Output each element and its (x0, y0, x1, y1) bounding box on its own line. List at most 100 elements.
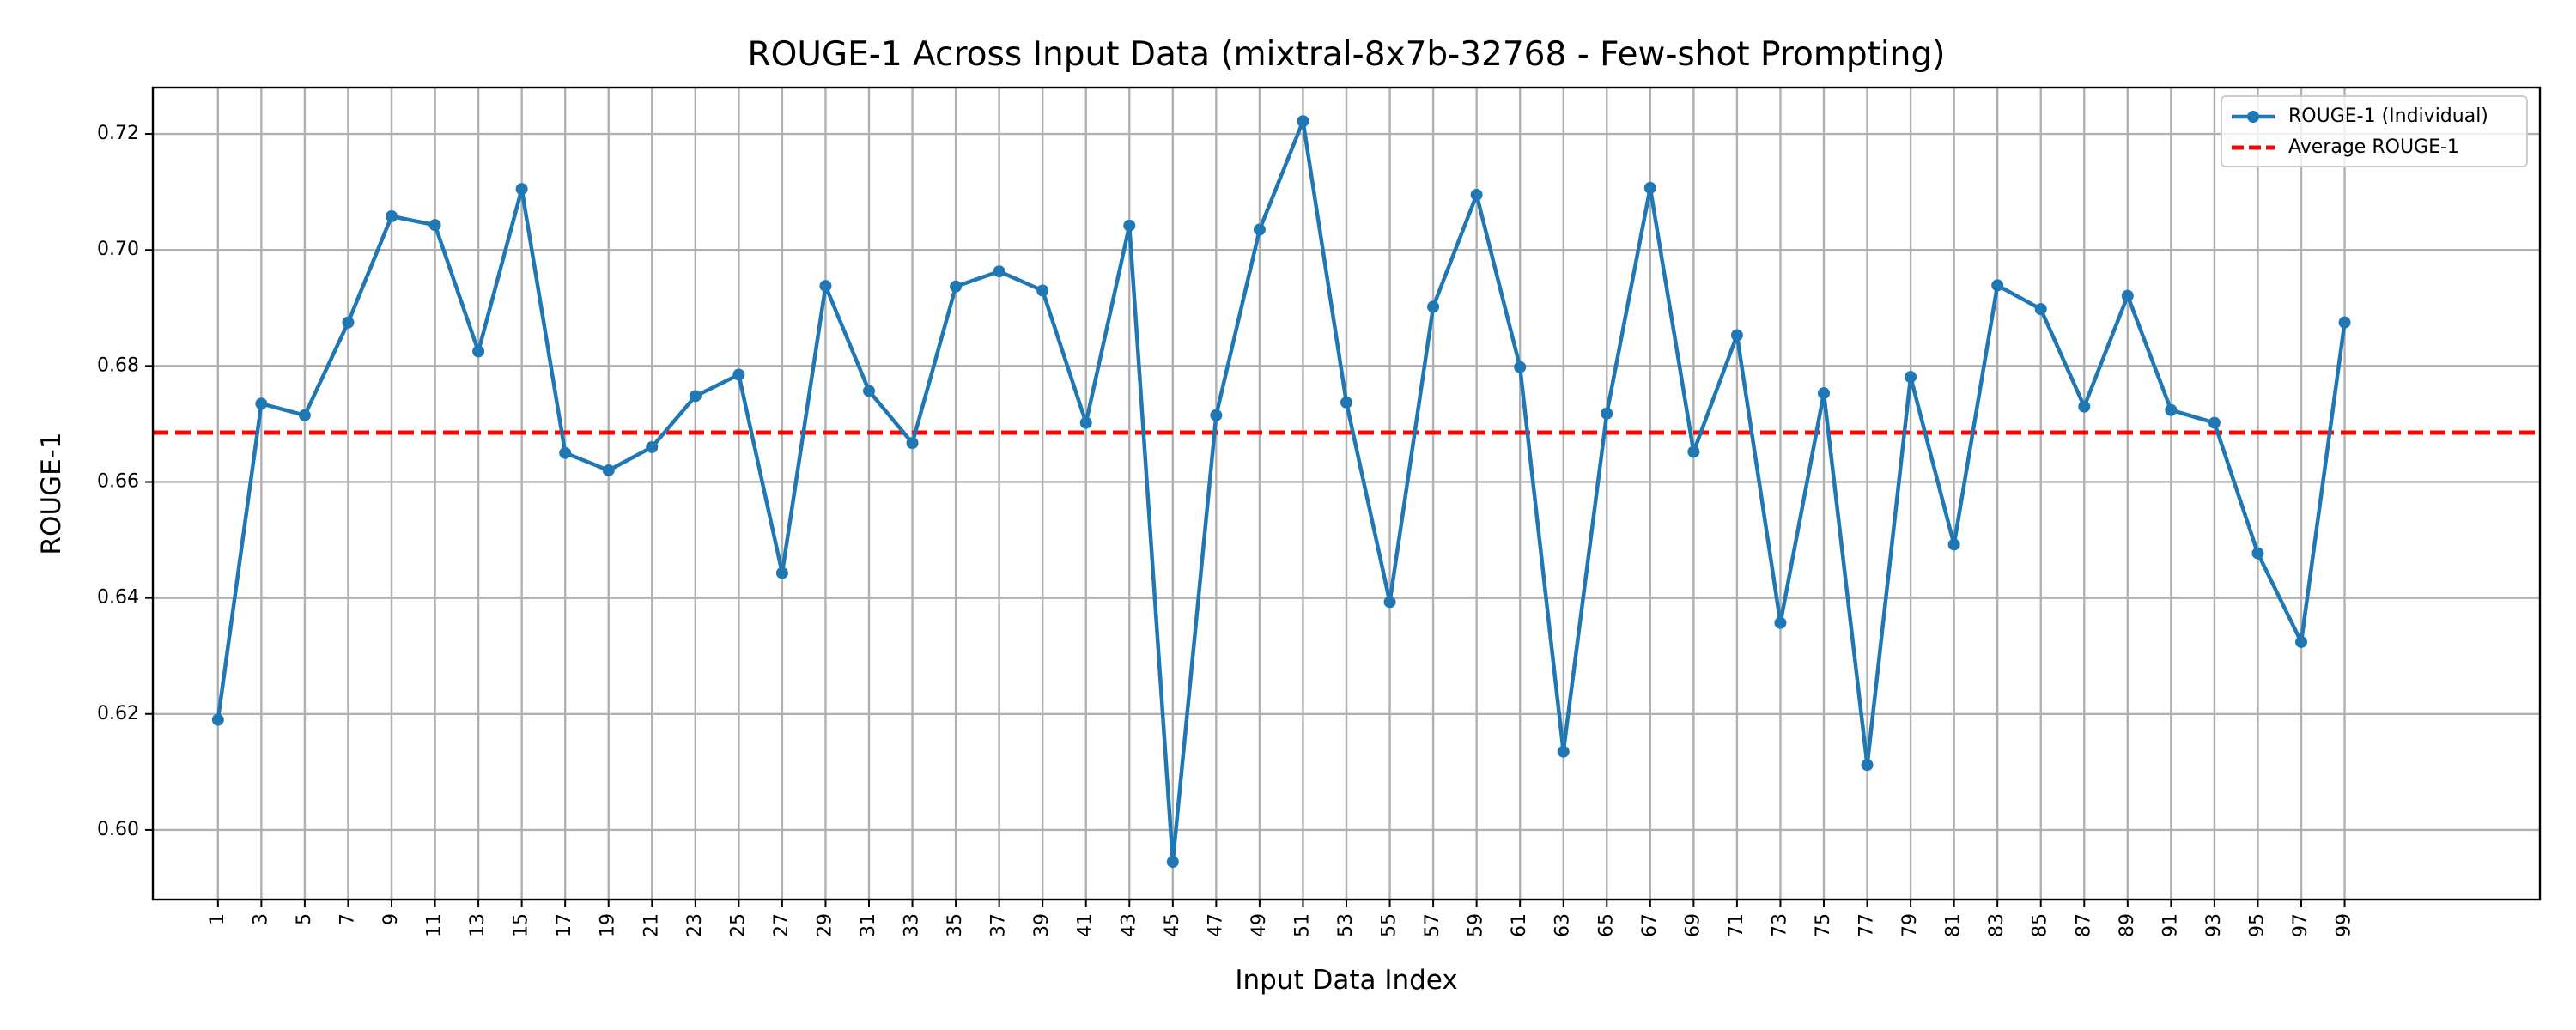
x-tick-label: 75 (1813, 913, 1834, 937)
data-point (1991, 279, 2004, 292)
data-point (1036, 284, 1049, 297)
data-point (2295, 635, 2307, 648)
x-tick-label: 77 (1856, 913, 1878, 937)
data-point (515, 183, 528, 196)
x-tick-label: 87 (2073, 913, 2094, 937)
legend-label-average: Average ROUGE-1 (2288, 136, 2459, 158)
data-point (819, 280, 832, 293)
data-point (1947, 538, 1960, 551)
x-tick-label: 19 (598, 913, 619, 937)
x-tick-label: 81 (1943, 913, 1965, 937)
data-point (1427, 300, 1440, 313)
data-point (1818, 387, 1830, 400)
x-tick-label: 51 (1291, 913, 1313, 937)
x-tick-label: 55 (1379, 913, 1400, 937)
x-tick-label: 1 (207, 913, 228, 925)
legend: ROUGE-1 (Individual) Average ROUGE-1 (2221, 95, 2528, 167)
x-tick-label: 99 (2334, 913, 2355, 937)
data-point (211, 713, 224, 726)
x-tick-label: 35 (945, 913, 966, 937)
data-point (906, 437, 919, 450)
x-tick-label: 31 (858, 913, 879, 937)
data-point (2078, 400, 2091, 413)
x-tick-label: 29 (814, 913, 835, 937)
x-tick-label: 95 (2246, 913, 2268, 937)
data-point (559, 446, 572, 459)
x-tick-label: 73 (1769, 913, 1790, 937)
x-tick-label: 9 (380, 913, 402, 925)
y-axis-label: ROUGE-1 (36, 432, 67, 554)
data-point (602, 464, 615, 476)
data-point (2165, 403, 2178, 416)
axis-ticks: 1 3 5 7 9 11 13 15 17 19 21 23 25 27 29 31 33 35 37 39 41 43 4… (97, 123, 2355, 937)
x-tick-label: 93 (2203, 913, 2225, 937)
data-point (863, 385, 875, 397)
data-point (1470, 189, 1483, 202)
data-point (1905, 371, 1917, 384)
x-tick-label: 65 (1595, 913, 1617, 937)
x-tick-label: 11 (424, 913, 446, 937)
x-tick-label: 47 (1205, 913, 1226, 937)
data-point (1123, 219, 1136, 232)
x-tick-label: 23 (684, 913, 706, 937)
data-point (1730, 329, 1743, 342)
data-point (1687, 445, 1700, 458)
legend-label-individual: ROUGE-1 (Individual) (2288, 106, 2488, 127)
data-point (255, 397, 268, 410)
data-point (2034, 303, 2047, 316)
y-tick-label: 0.68 (97, 354, 139, 376)
x-tick-label: 79 (1899, 913, 1921, 937)
data-point (1557, 745, 1570, 758)
data-point (2338, 316, 2351, 329)
x-tick-label: 45 (1162, 913, 1183, 937)
data-point (1340, 396, 1352, 409)
y-tick-label: 0.60 (97, 819, 139, 840)
x-tick-label: 67 (1639, 913, 1661, 937)
data-point (1861, 759, 1874, 772)
x-tick-label: 83 (1986, 913, 2008, 937)
data-point (1166, 856, 1179, 869)
x-tick-label: 7 (337, 913, 358, 925)
data-point (298, 409, 311, 421)
data-point (1774, 616, 1787, 629)
data-point (732, 368, 745, 381)
x-tick-label: 85 (2030, 913, 2051, 937)
series-line-individual (216, 118, 2347, 864)
chart-title: ROUGE-1 Across Input Data (mixtral-8x7b-… (748, 35, 1946, 74)
data-point (950, 280, 963, 293)
x-tick-label: 89 (2117, 913, 2138, 937)
x-tick-label: 3 (250, 913, 271, 925)
grid (153, 88, 2540, 900)
data-point (775, 566, 788, 579)
x-tick-label: 39 (1031, 913, 1053, 937)
x-tick-label: 33 (902, 913, 923, 937)
x-tick-label: 17 (554, 913, 575, 937)
x-tick-label: 91 (2160, 913, 2181, 937)
data-point (689, 390, 702, 403)
y-tick-label: 0.70 (97, 239, 139, 260)
data-point (1079, 416, 1092, 429)
series-layer (211, 115, 2351, 869)
data-point (646, 440, 659, 453)
x-tick-label: 69 (1682, 913, 1704, 937)
data-point (472, 345, 485, 358)
x-tick-label: 15 (511, 913, 532, 937)
y-tick-label: 0.72 (97, 123, 139, 144)
x-tick-label: 27 (771, 913, 793, 937)
x-tick-label: 71 (1726, 913, 1747, 937)
y-tick-label: 0.64 (97, 587, 139, 609)
x-tick-label: 21 (641, 913, 662, 937)
x-tick-label: 41 (1075, 913, 1097, 937)
y-tick-label: 0.66 (97, 470, 139, 492)
x-tick-label: 43 (1118, 913, 1139, 937)
x-tick-label: 61 (1509, 913, 1530, 937)
data-point (1253, 223, 1266, 236)
x-axis-label: Input Data Index (1235, 965, 1457, 996)
x-tick-label: 57 (1422, 913, 1443, 937)
x-tick-label: 25 (727, 913, 749, 937)
data-point (2121, 289, 2134, 302)
data-point (1383, 596, 1396, 609)
x-tick-label: 97 (2290, 913, 2312, 937)
